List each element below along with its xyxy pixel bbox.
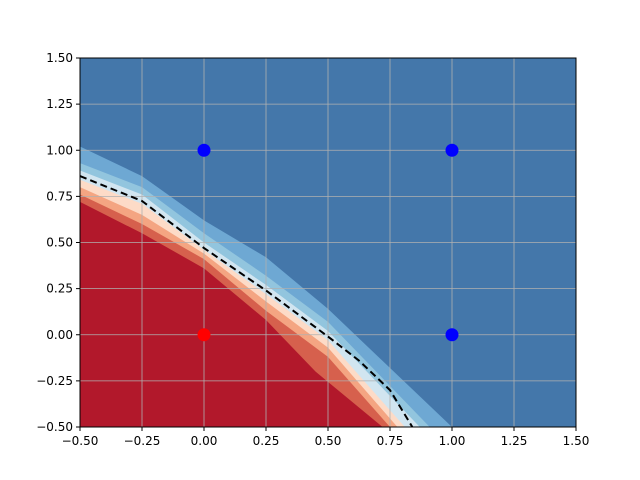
y-tick-label: 1.25 [46,97,73,111]
data-point-blue [445,328,459,342]
x-tick-label: −0.25 [124,434,161,448]
y-tick-label: 1.00 [46,143,73,157]
x-tick-label: 1.50 [563,434,590,448]
y-axis: −0.50 −0.25 0.00 0.25 0.50 0.75 1.00 1.25 1.50 [36,51,80,434]
data-point-red [197,328,211,342]
y-tick-label: −0.50 [36,420,73,434]
x-tick-label: 0.50 [315,434,342,448]
x-tick-label: −0.50 [62,434,99,448]
scatter-points [197,143,459,342]
x-axis: −0.50 −0.25 0.00 0.25 0.50 0.75 1.00 1.25 1.50 [62,427,590,448]
x-tick-label: 0.75 [377,434,404,448]
x-tick-label: 0.00 [191,434,218,448]
y-tick-label: −0.25 [36,374,73,388]
y-tick-label: 0.75 [46,189,73,203]
x-tick-label: 1.25 [501,434,528,448]
y-tick-label: 0.00 [46,328,73,342]
y-tick-label: 0.50 [46,236,73,250]
x-tick-label: 1.00 [439,434,466,448]
data-point-blue [445,143,459,157]
data-point-blue [197,143,211,157]
y-tick-label: 0.25 [46,282,73,296]
x-tick-label: 0.25 [253,434,280,448]
y-tick-label: 1.50 [46,51,73,65]
decision-boundary-group [80,175,414,427]
contour-band [80,201,383,427]
decision-boundary [80,175,414,427]
